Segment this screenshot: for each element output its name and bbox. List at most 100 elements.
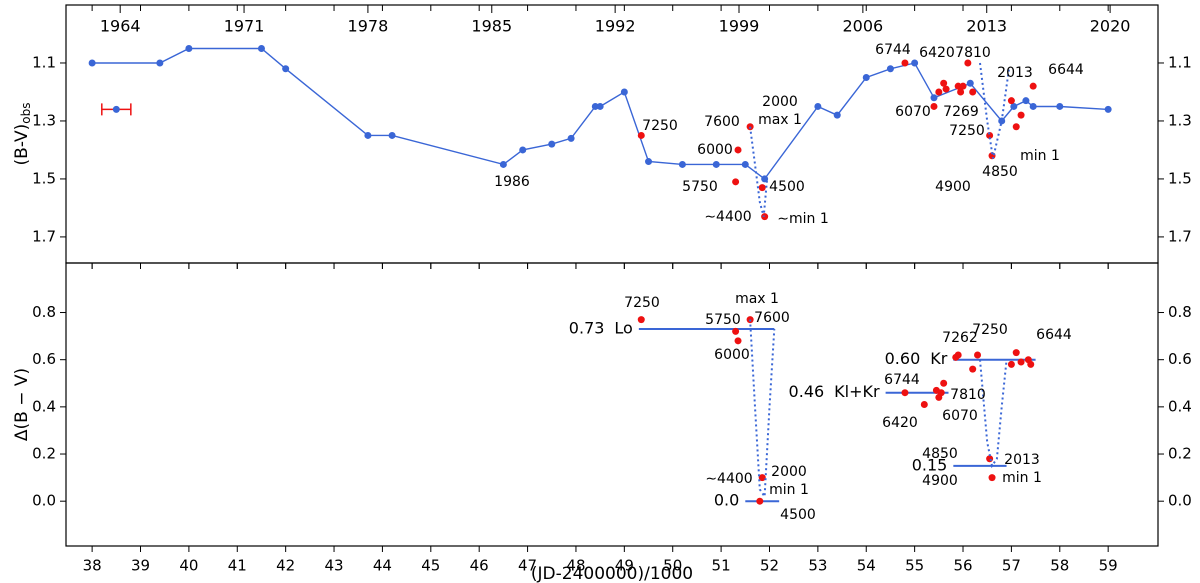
x2-tick-label: 1971 xyxy=(224,17,265,36)
y-tick-label: 0.4 xyxy=(32,397,56,415)
data-point xyxy=(964,59,972,67)
data-point xyxy=(88,59,96,67)
x2-tick-label: 2006 xyxy=(843,17,884,36)
data-point xyxy=(1007,97,1015,105)
data-point xyxy=(862,73,870,81)
annotation: 6070 xyxy=(895,104,931,120)
data-point xyxy=(156,59,164,67)
data-point xyxy=(596,102,604,110)
data-point xyxy=(833,111,841,119)
level-value: 0.46 xyxy=(789,382,825,401)
annotation: 7250 xyxy=(972,322,1008,338)
data-point xyxy=(966,79,974,87)
data-point xyxy=(257,44,265,52)
data-point xyxy=(942,85,950,93)
x-tick-label: 42 xyxy=(276,557,295,575)
data-line xyxy=(92,47,1109,180)
data-point xyxy=(969,365,977,373)
x-tick-label: 57 xyxy=(1002,557,1021,575)
annotation: 4850 xyxy=(982,164,1018,180)
data-point xyxy=(591,102,599,110)
data-point xyxy=(1017,111,1025,119)
y-tick-label: 0.0 xyxy=(32,492,56,510)
annotation: 7810 xyxy=(950,387,986,403)
data-point xyxy=(734,146,742,154)
annotation: 1986 xyxy=(494,174,530,190)
data-point xyxy=(1022,97,1030,105)
y-tick-label: 1.5 xyxy=(1168,169,1192,187)
annotation: max 1 xyxy=(758,112,802,128)
level-name: Lo xyxy=(614,319,632,338)
y-axis-label: (B-V)obs xyxy=(12,103,33,166)
y-axis-label-sub: obs xyxy=(19,103,33,124)
annotation: 6644 xyxy=(1036,327,1072,343)
data-point xyxy=(1007,360,1015,368)
annotation: 6744 xyxy=(884,372,920,388)
x-tick-label: 44 xyxy=(373,557,392,575)
annotation: 6644 xyxy=(1048,62,1084,78)
y-tick-label: 0.8 xyxy=(32,303,56,321)
annotation: min 1 xyxy=(769,482,809,498)
data-point xyxy=(388,131,396,139)
x2-tick-label: 1999 xyxy=(719,17,760,36)
annotation: 7810 xyxy=(955,45,991,61)
annotation: 4900 xyxy=(935,179,971,195)
annotation: 7262 xyxy=(942,330,978,346)
data-point xyxy=(567,134,575,142)
annotation: 4850 xyxy=(922,446,958,462)
data-point xyxy=(986,131,994,139)
data-point xyxy=(1017,358,1025,366)
data-point xyxy=(886,65,894,73)
y-axis-label-main: Δ(B − V) xyxy=(12,368,32,441)
data-point xyxy=(678,160,686,168)
data-point xyxy=(937,389,945,397)
annotation: 2000 xyxy=(762,94,798,110)
y-tick-label: 1.5 xyxy=(32,169,56,187)
data-point xyxy=(185,44,193,52)
y-axis-label-main: (B-V) xyxy=(12,124,32,166)
x-tick-label: 43 xyxy=(324,557,343,575)
y-tick-label: 0.6 xyxy=(1168,350,1192,368)
x-tick-label: 49 xyxy=(615,557,634,575)
data-point xyxy=(519,146,527,154)
annotation: 4900 xyxy=(922,473,958,489)
data-point xyxy=(548,140,556,148)
annotation: 6070 xyxy=(942,408,978,424)
data-point xyxy=(930,102,938,110)
data-point xyxy=(758,474,766,482)
x-tick-label: 46 xyxy=(470,557,489,575)
y-tick-label: 0.8 xyxy=(1168,303,1192,321)
annotation: 6000 xyxy=(714,347,750,363)
data-point xyxy=(901,389,909,397)
x-tick-label: 51 xyxy=(712,557,731,575)
annotation: 6420 xyxy=(882,415,918,431)
y-tick-label: 0.2 xyxy=(1168,445,1192,463)
x-tick-label: 48 xyxy=(566,557,585,575)
x-tick-label: 53 xyxy=(808,557,827,575)
data-point xyxy=(1029,102,1037,110)
data-point xyxy=(901,59,909,67)
data-point xyxy=(969,88,977,96)
data-point xyxy=(712,160,720,168)
annotation: 6420 xyxy=(919,45,955,61)
annotation: min 1 xyxy=(1002,470,1042,486)
x-tick-label: 56 xyxy=(953,557,972,575)
x-axis-label: (JD-2400000)/1000 xyxy=(531,564,693,583)
y-tick-label: 1.1 xyxy=(1168,53,1192,71)
data-point xyxy=(1029,82,1037,90)
fit-curve xyxy=(749,319,776,500)
fit-curve xyxy=(979,62,1010,159)
data-point xyxy=(732,327,740,335)
y-tick-label: 1.3 xyxy=(1168,111,1192,129)
annotation: 4500 xyxy=(780,507,816,523)
data-point xyxy=(920,401,928,408)
level-name: Kr xyxy=(930,349,947,368)
y-tick-label: 0.0 xyxy=(1168,492,1192,510)
y-tick-label: 0.4 xyxy=(1168,397,1192,415)
annotation: 7600 xyxy=(704,114,740,130)
data-point xyxy=(940,379,948,387)
data-point xyxy=(957,88,965,96)
x-tick-label: 38 xyxy=(83,557,102,575)
data-point xyxy=(986,455,994,463)
